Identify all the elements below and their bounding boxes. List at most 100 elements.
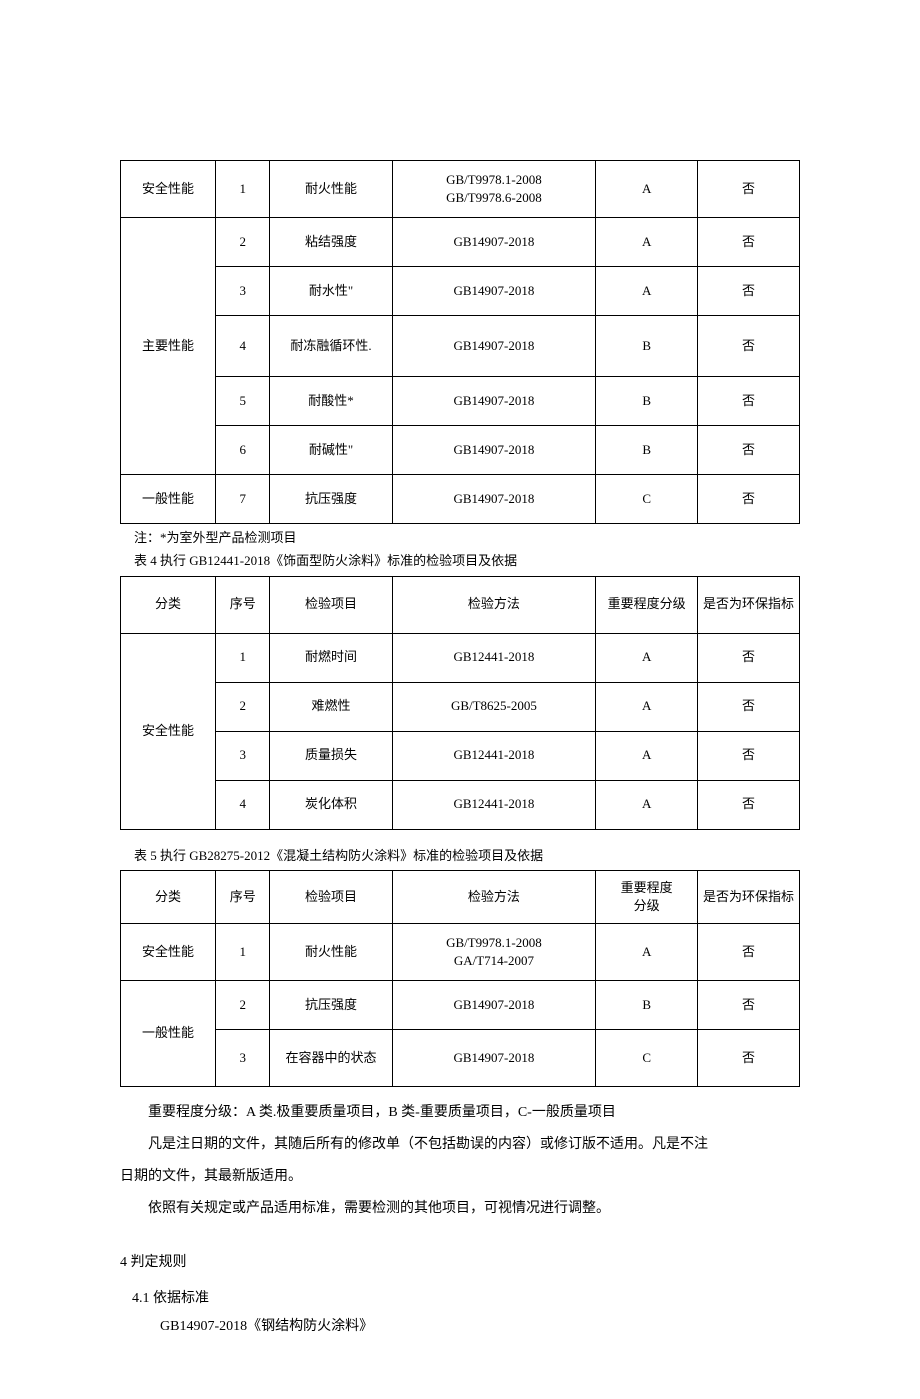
header-cell: 是否为环保指标 — [698, 576, 800, 633]
cell-no: 2 — [216, 218, 270, 267]
cell-env: 否 — [698, 924, 800, 981]
table-row: 一般性能2抗压强度GB14907-2018B否 — [121, 981, 800, 1030]
page-container: 安全性能1耐火性能GB/T9978.1-2008GB/T9978.6-2008A… — [0, 0, 920, 1399]
cell-method: GB/T8625-2005 — [392, 682, 596, 731]
cell-method: GB14907-2018 — [392, 426, 596, 475]
cell-method: GB14907-2018 — [392, 267, 596, 316]
header-cell: 分类 — [121, 871, 216, 924]
cell-env: 否 — [698, 731, 800, 780]
cell-method: GB12441-2018 — [392, 633, 596, 682]
cell-no: 3 — [216, 1030, 270, 1087]
cell-item: 耐碱性" — [270, 426, 392, 475]
cell-item: 耐火性能 — [270, 924, 392, 981]
header-cell: 检验方法 — [392, 576, 596, 633]
cell-no: 3 — [216, 731, 270, 780]
table-row: 一般性能7抗压强度GB14907-2018C否 — [121, 475, 800, 524]
cell-env: 否 — [698, 633, 800, 682]
table-3-body: 安全性能1耐火性能GB/T9978.1-2008GB/T9978.6-2008A… — [121, 161, 800, 524]
cell-category: 安全性能 — [121, 161, 216, 218]
cell-env: 否 — [698, 682, 800, 731]
cell-env: 否 — [698, 780, 800, 829]
cell-method: GB14907-2018 — [392, 218, 596, 267]
table-header-row: 分类序号检验项目检验方法重要程度分级是否为环保指标 — [121, 871, 800, 924]
cell-category: 一般性能 — [121, 981, 216, 1087]
cell-item: 质量损失 — [270, 731, 392, 780]
spacer — [120, 1087, 800, 1095]
cell-no: 7 — [216, 475, 270, 524]
cell-no: 6 — [216, 426, 270, 475]
table-row: 安全性能1耐火性能GB/T9978.1-2008GA/T714-2007A否 — [121, 924, 800, 981]
cell-grade: A — [596, 924, 698, 981]
table-4-body: 分类序号检验项目检验方法重要程度分级是否为环保指标安全性能1耐燃时间GB1244… — [121, 576, 800, 829]
header-cell: 检验项目 — [270, 576, 392, 633]
cell-grade: A — [596, 731, 698, 780]
cell-method: GB14907-2018 — [392, 377, 596, 426]
cell-no: 2 — [216, 682, 270, 731]
table-row: 2难燃性GB/T8625-2005A否 — [121, 682, 800, 731]
cell-grade: C — [596, 475, 698, 524]
table-5-caption: 表 5 执行 GB28275-2012《混凝土结构防火涂料》标准的检验项目及依据 — [134, 846, 800, 867]
header-cell: 序号 — [216, 576, 270, 633]
cell-grade: B — [596, 981, 698, 1030]
cell-item: 在容器中的状态 — [270, 1030, 392, 1087]
cell-no: 4 — [216, 316, 270, 377]
cell-method: GB12441-2018 — [392, 731, 596, 780]
table-5: 分类序号检验项目检验方法重要程度分级是否为环保指标安全性能1耐火性能GB/T99… — [120, 870, 800, 1087]
cell-item: 耐酸性* — [270, 377, 392, 426]
cell-item: 耐水性" — [270, 267, 392, 316]
cell-no: 1 — [216, 633, 270, 682]
table-row: 安全性能1耐燃时间GB12441-2018A否 — [121, 633, 800, 682]
header-cell: 重要程度分级 — [596, 576, 698, 633]
cell-no: 2 — [216, 981, 270, 1030]
header-cell: 序号 — [216, 871, 270, 924]
cell-env: 否 — [698, 426, 800, 475]
cell-env: 否 — [698, 316, 800, 377]
table-row: 主要性能2粘结强度GB14907-2018A否 — [121, 218, 800, 267]
cell-method: GB14907-2018 — [392, 981, 596, 1030]
table-4-caption: 表 4 执行 GB12441-2018《饰面型防火涂料》标准的检验项目及依据 — [134, 551, 800, 572]
cell-no: 4 — [216, 780, 270, 829]
cell-env: 否 — [698, 475, 800, 524]
cell-item: 炭化体积 — [270, 780, 392, 829]
header-cell: 检验项目 — [270, 871, 392, 924]
header-cell: 分类 — [121, 576, 216, 633]
cell-grade: A — [596, 682, 698, 731]
cell-grade: B — [596, 377, 698, 426]
table-row: 5耐酸性*GB14907-2018B否 — [121, 377, 800, 426]
cell-no: 3 — [216, 267, 270, 316]
table-3: 安全性能1耐火性能GB/T9978.1-2008GB/T9978.6-2008A… — [120, 160, 800, 524]
table-5-body: 分类序号检验项目检验方法重要程度分级是否为环保指标安全性能1耐火性能GB/T99… — [121, 871, 800, 1087]
cell-item: 抗压强度 — [270, 981, 392, 1030]
cell-category: 安全性能 — [121, 924, 216, 981]
table-row: 4耐冻融循环性.GB14907-2018B否 — [121, 316, 800, 377]
cell-item: 粘结强度 — [270, 218, 392, 267]
cell-env: 否 — [698, 981, 800, 1030]
gap — [120, 830, 800, 844]
cell-grade: C — [596, 1030, 698, 1087]
cell-no: 1 — [216, 924, 270, 981]
cell-item: 耐燃时间 — [270, 633, 392, 682]
table-row: 3在容器中的状态GB14907-2018C否 — [121, 1030, 800, 1087]
para-grading: 重要程度分级：A 类.极重要质量项目，B 类-重要质量项目，C-一般质量项目 — [120, 1099, 800, 1127]
table-4: 分类序号检验项目检验方法重要程度分级是否为环保指标安全性能1耐燃时间GB1244… — [120, 576, 800, 830]
section-4-title: 4 判定规则 — [120, 1251, 800, 1271]
table-row: 3耐水性"GB14907-2018A否 — [121, 267, 800, 316]
cell-grade: B — [596, 316, 698, 377]
header-cell: 重要程度分级 — [596, 871, 698, 924]
cell-grade: A — [596, 218, 698, 267]
cell-category: 安全性能 — [121, 633, 216, 829]
table-row: 3质量损失GB12441-2018A否 — [121, 731, 800, 780]
cell-grade: A — [596, 267, 698, 316]
cell-item: 耐冻融循环性. — [270, 316, 392, 377]
header-cell: 检验方法 — [392, 871, 596, 924]
cell-env: 否 — [698, 218, 800, 267]
cell-no: 1 — [216, 161, 270, 218]
cell-method: GB/T9978.1-2008GB/T9978.6-2008 — [392, 161, 596, 218]
section-4-1-title: 4.1 依据标准 — [132, 1287, 800, 1307]
cell-item: 难燃性 — [270, 682, 392, 731]
cell-no: 5 — [216, 377, 270, 426]
cell-method: GB14907-2018 — [392, 316, 596, 377]
cell-env: 否 — [698, 1030, 800, 1087]
cell-category: 一般性能 — [121, 475, 216, 524]
cell-grade: A — [596, 780, 698, 829]
